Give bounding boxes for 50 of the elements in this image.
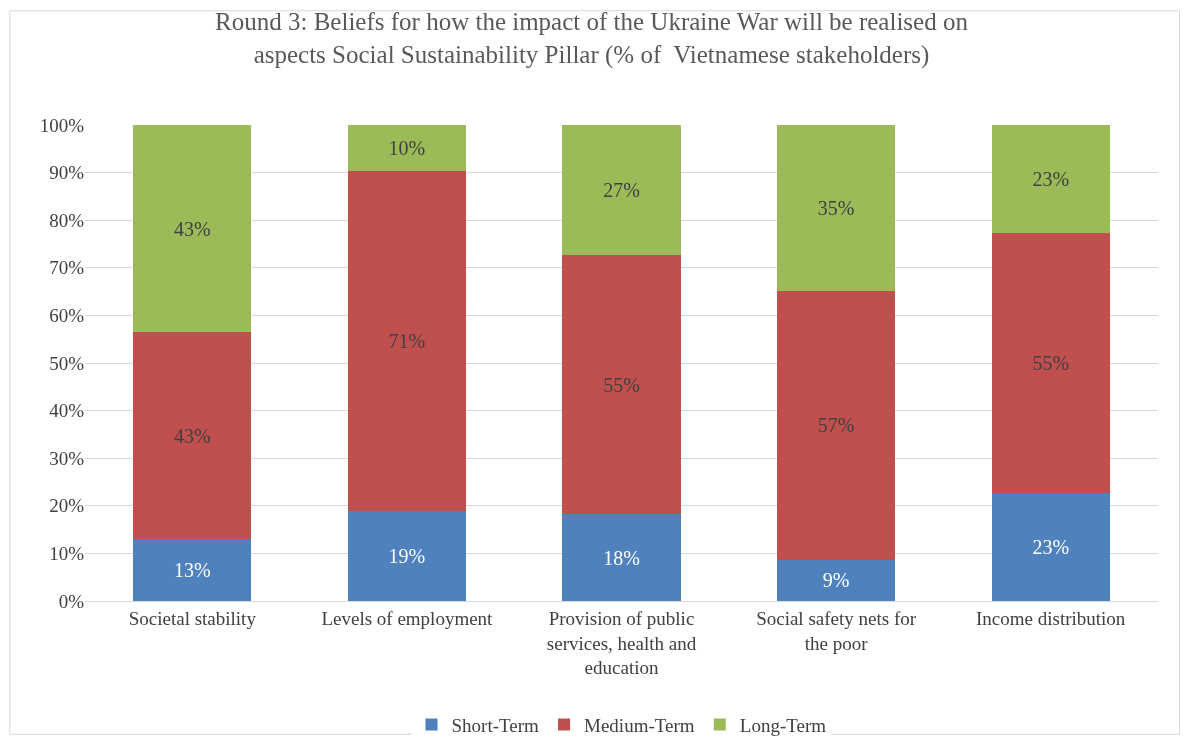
y-tick-label: 100% (39, 114, 85, 136)
data-label: 57% (817, 414, 855, 437)
bar (562, 125, 681, 255)
y-tick-label: 40% (49, 400, 85, 422)
data-label: 35% (817, 196, 855, 219)
bar (133, 125, 252, 333)
x-tick-label: Provision of public services, health and education (546, 607, 697, 679)
data-label: 18% (603, 546, 640, 569)
y-tick-label: 80% (49, 209, 85, 231)
data-label: 55% (1032, 352, 1070, 374)
x-tick-label: Income distribution (976, 607, 1126, 629)
data-label: 9% (822, 569, 850, 592)
y-tick-label: 90% (49, 162, 85, 184)
data-label: 27% (603, 178, 640, 201)
y-tick-label: 10% (49, 543, 85, 565)
bar (347, 170, 466, 511)
bar (347, 125, 466, 171)
bar (562, 254, 681, 515)
data-label: 19% (388, 544, 426, 567)
legend-label: Medium-Term (584, 714, 695, 736)
bar (991, 492, 1110, 601)
bar (347, 510, 466, 601)
bar (133, 332, 252, 540)
data-label: 71% (388, 329, 426, 352)
y-tick-label: 50% (49, 352, 85, 374)
bar (133, 539, 252, 601)
data-label: 43% (173, 217, 211, 240)
y-tick-label: 30% (49, 447, 85, 469)
bar (777, 290, 896, 560)
y-tick-label: 0% (58, 590, 85, 612)
x-tick-label: Social safety nets for the poor (756, 607, 917, 654)
y-tick-label: 60% (49, 305, 85, 327)
bar (991, 233, 1110, 493)
bar (777, 125, 896, 291)
data-label: 43% (173, 424, 211, 447)
data-label: 23% (1032, 535, 1070, 558)
data-label: 10% (388, 136, 426, 159)
data-label: 13% (173, 559, 211, 582)
y-tick-label: 20% (49, 495, 85, 517)
x-tick-label: Societal stability (128, 607, 257, 629)
legend-label: Long-Term (739, 714, 827, 736)
y-tick-label: 70% (49, 257, 85, 279)
data-label: 23% (1032, 168, 1070, 191)
x-tick-label: Levels of employment (321, 607, 494, 629)
data-label: 55% (603, 373, 640, 396)
bar (562, 514, 681, 601)
bar (777, 559, 896, 601)
chart-title: Round 3: Beliefs for how the impact of the Ukraine War will be realised on aspects Social Sustainability Pillar (% of Vietnamese stakeholders) (215, 8, 969, 69)
legend-label: Short-Term (451, 714, 540, 736)
bar (991, 125, 1110, 234)
